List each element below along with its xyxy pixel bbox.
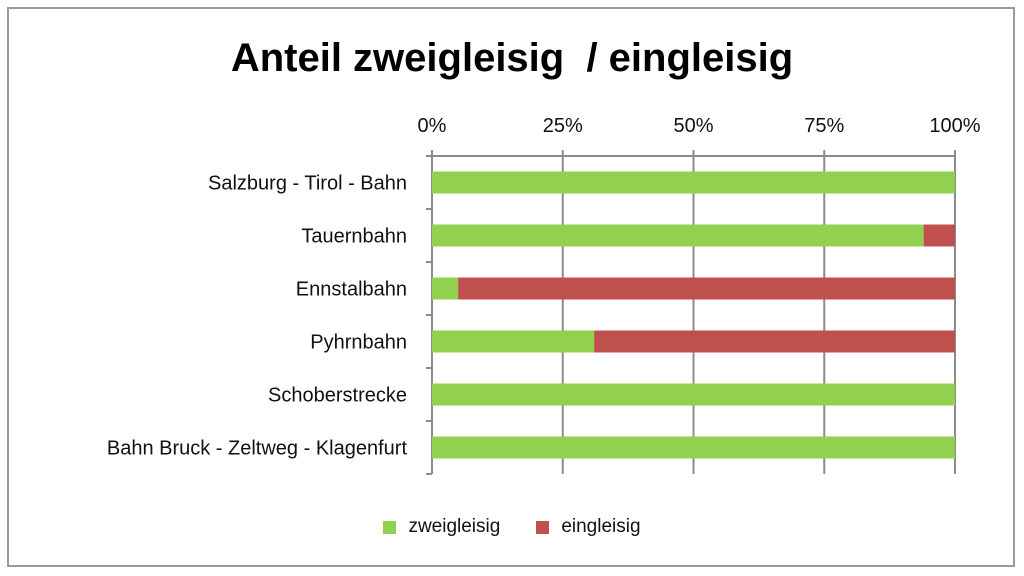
- legend-item-zweigleisig: zweigleisig: [383, 516, 500, 538]
- legend: zweigleisig eingleisig: [0, 516, 1024, 538]
- category-label: Salzburg - Tirol - Bahn: [208, 173, 407, 195]
- x-tick-label: 25%: [543, 115, 583, 137]
- category-labels: Salzburg - Tirol - Bahn Tauernbahn Ennstal…: [107, 173, 408, 460]
- bar-zweigleisig-2: [432, 224, 924, 247]
- legend-swatch-zweigleisig: [383, 520, 397, 534]
- tick-labels: 0% 25% 50% 75% 100%: [418, 115, 981, 137]
- category-label: Schoberstrecke: [268, 385, 407, 407]
- bar-zweigleisig-3: [432, 277, 459, 300]
- bar-eingleisig-4: [594, 330, 955, 353]
- bar-eingleisig-2: [923, 224, 955, 247]
- x-tick-label: 75%: [804, 115, 844, 137]
- legend-item-eingleisig: eingleisig: [536, 516, 641, 538]
- bars: [432, 171, 955, 459]
- bar-eingleisig-3: [458, 277, 955, 300]
- category-label: Bahn Bruck - Zeltweg - Klagenfurt: [107, 438, 408, 460]
- chart-title: Anteil zweigleisig / eingleisig: [230, 36, 794, 80]
- x-tick-label: 0%: [418, 115, 447, 137]
- x-tick-label: 50%: [673, 115, 713, 137]
- bar-zweigleisig-5: [432, 383, 955, 406]
- category-label: Tauernbahn: [301, 226, 407, 248]
- bar-zweigleisig-6: [432, 436, 955, 459]
- legend-swatch-eingleisig: [536, 520, 550, 534]
- bar-zweigleisig-4: [432, 330, 595, 353]
- legend-label-zweigleisig: zweigleisig: [408, 516, 501, 537]
- category-label: Ennstalbahn: [296, 279, 407, 301]
- axes: [426, 150, 956, 475]
- bar-zweigleisig-1: [432, 171, 955, 194]
- x-tick-label: 100%: [929, 115, 980, 137]
- legend-label-eingleisig: eingleisig: [561, 516, 641, 537]
- gridlines: [431, 156, 956, 474]
- category-label: Pyhrnbahn: [310, 332, 407, 354]
